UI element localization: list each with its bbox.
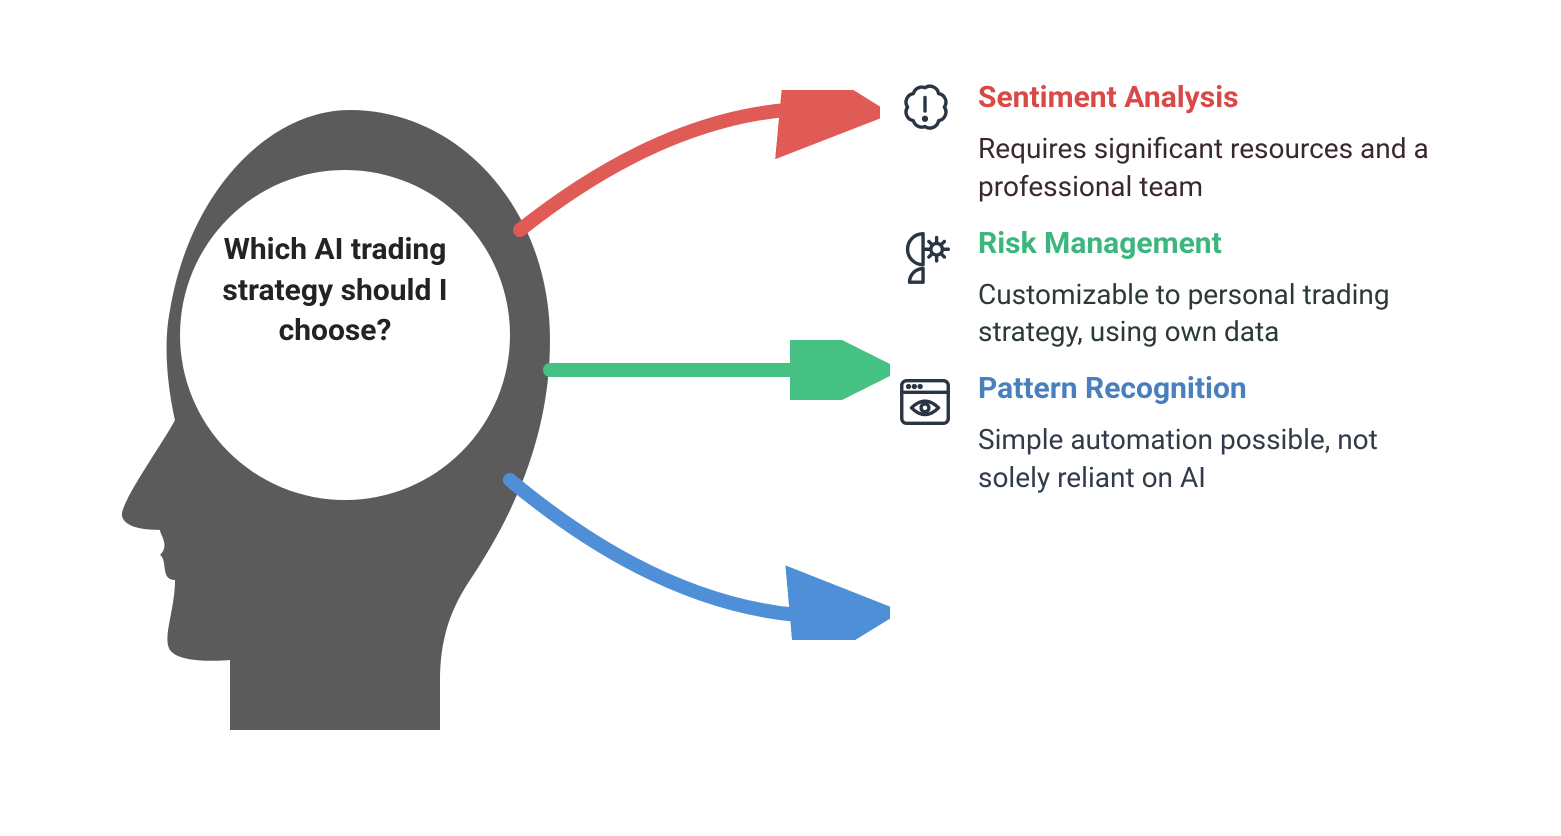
arrow-bottom [490,460,890,640]
head-svg [90,100,570,740]
thought-cloud-icon [890,80,960,150]
item-body: Pattern Recognition Simple automation po… [978,371,1450,497]
item-title: Risk Management [978,226,1450,262]
item-body: Sentiment Analysis Requires significant … [978,80,1450,206]
question-text: Which AI trading strategy should I choos… [210,230,460,352]
item-title: Sentiment Analysis [978,80,1450,116]
head-silhouette [90,100,570,744]
item-title: Pattern Recognition [978,371,1450,407]
arrow-top [500,90,880,250]
item-desc: Customizable to personal trading strateg… [978,276,1450,352]
item-pattern-recognition: Pattern Recognition Simple automation po… [890,371,1450,497]
infographic-stage: Which AI trading strategy should I choos… [0,0,1561,836]
item-risk-management: Risk Management Customizable to personal… [890,226,1450,352]
item-desc: Requires significant resources and a pro… [978,130,1450,206]
item-sentiment-analysis: Sentiment Analysis Requires significant … [890,80,1450,206]
item-desc: Simple automation possible, not solely r… [978,421,1450,497]
item-body: Risk Management Customizable to personal… [978,226,1450,352]
arrow-middle [530,340,890,400]
items-column: Sentiment Analysis Requires significant … [890,80,1450,517]
browser-eye-icon [890,371,960,441]
head-gear-icon [890,226,960,296]
